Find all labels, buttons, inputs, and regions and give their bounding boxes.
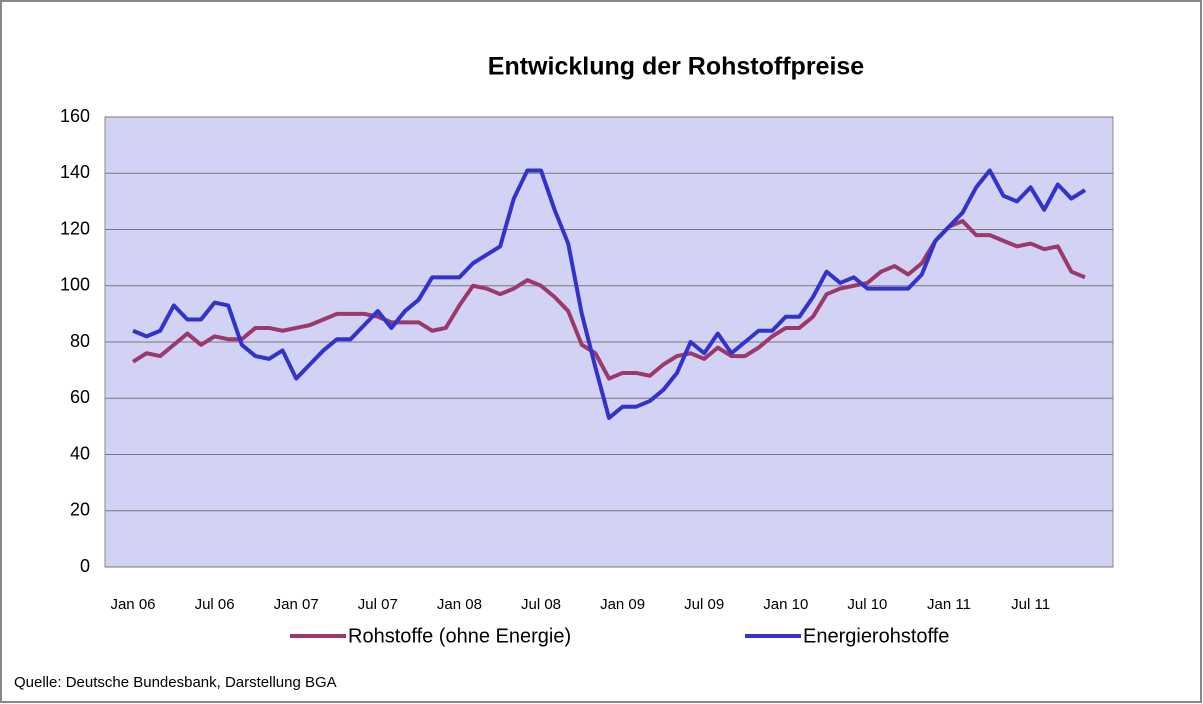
y-tick-label: 120 [60,218,90,238]
x-tick-label: Jul 09 [684,596,724,613]
legend-label: Energierohstoffe [803,625,949,647]
x-tick-label: Jan 09 [600,596,645,613]
x-tick-label: Jan 11 [927,596,971,613]
y-tick-label: 100 [60,275,90,295]
legend-label: Rohstoffe (ohne Energie) [348,625,571,647]
y-tick-label: 0 [80,556,90,576]
x-tick-label: Jul 11 [1011,596,1050,613]
x-tick-label: Jul 06 [195,596,235,613]
source: Quelle: Deutsche Bundesbank, Darstellung… [14,674,337,691]
x-tick-label: Jan 07 [274,596,319,613]
x-tick-label: Jan 08 [437,596,482,613]
series-line [132,168,1087,420]
x-tick-label: Jul 10 [847,596,887,613]
x-tick-label: Jan 10 [763,596,808,613]
y-tick-label: 140 [60,162,90,182]
y-tick-label: 40 [70,443,90,463]
chart-title: Entwicklung der Rohstoffpreise [488,53,865,81]
y-tick-label: 60 [70,387,90,407]
x-tick-label: Jan 06 [110,596,155,613]
y-tick-label: 160 [60,106,90,126]
x-tick-label: Jul 07 [358,596,398,613]
y-tick-label: 80 [70,331,90,351]
x-tick-label: Jul 08 [521,596,561,613]
y-tick-label: 20 [70,500,90,520]
series-line [131,219,1086,381]
